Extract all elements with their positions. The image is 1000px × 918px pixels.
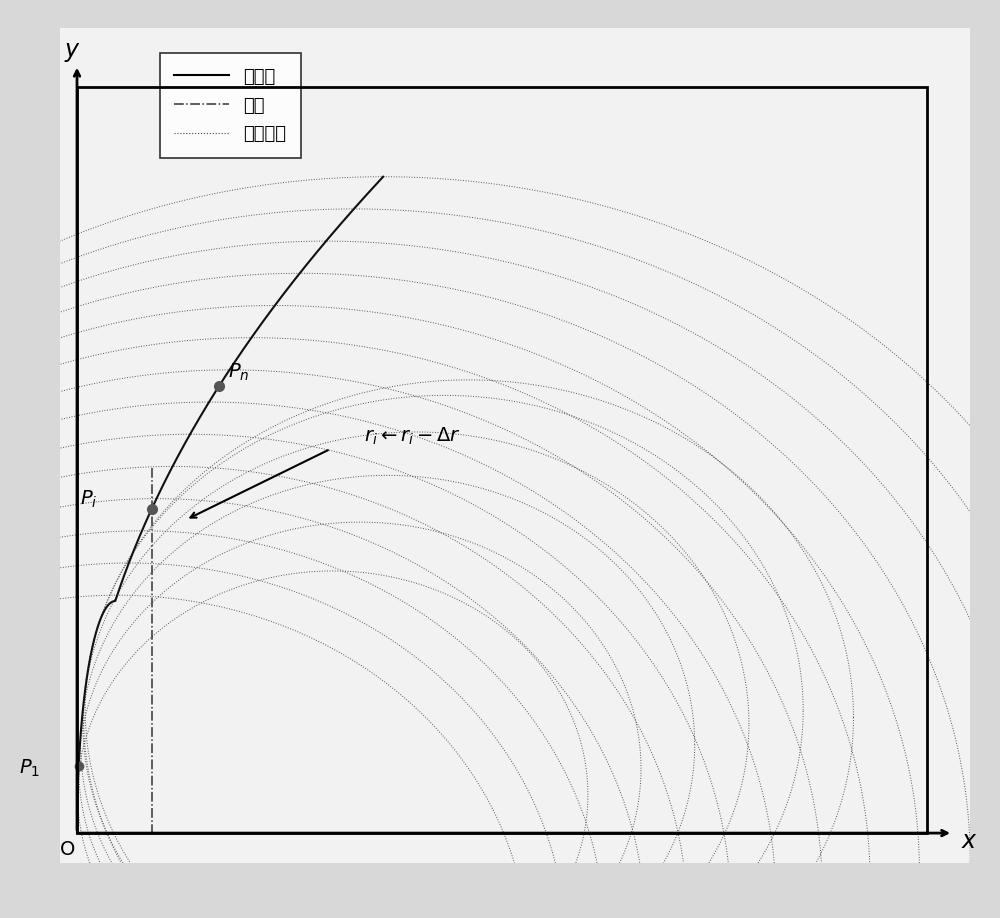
- Text: O: O: [60, 841, 75, 859]
- Legend: 非球面, 法线, 相切球面: 非球面, 法线, 相切球面: [160, 53, 301, 158]
- Text: y: y: [64, 39, 78, 62]
- Text: $P_n$: $P_n$: [228, 362, 249, 384]
- Text: $P_1$: $P_1$: [19, 757, 40, 778]
- Text: $r_i \leftarrow r_i - \Delta r$: $r_i \leftarrow r_i - \Delta r$: [364, 426, 461, 447]
- Text: $P_i$: $P_i$: [80, 489, 97, 510]
- Text: x: x: [961, 829, 975, 853]
- Bar: [77, 87, 927, 834]
